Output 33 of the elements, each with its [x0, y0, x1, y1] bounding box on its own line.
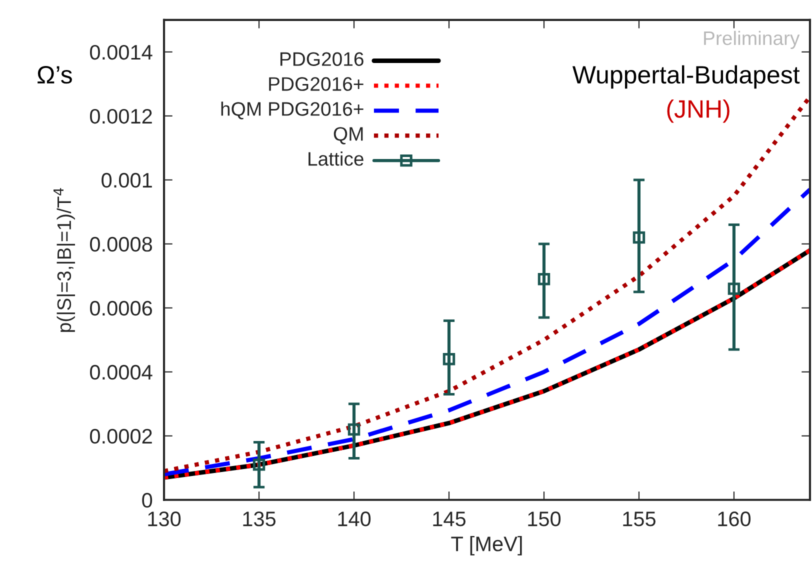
x-tick-label: 145 [433, 512, 466, 526]
x-tick-label: 155 [623, 512, 656, 526]
x-tick-label: 140 [338, 512, 371, 526]
point [252, 458, 266, 471]
x-tick-label: 135 [243, 512, 276, 526]
annotation: (JNH) [667, 100, 730, 123]
legend-label: QM [334, 127, 363, 144]
x-axis-title: T [MeV] [451, 536, 522, 556]
legend-label: Lattice [308, 152, 364, 166]
x-tick-label: 130 [148, 512, 181, 526]
annotation: Preliminary [704, 30, 800, 49]
y-tick-label: 0.0002 [90, 428, 152, 444]
y-tick-label: 0.0008 [90, 236, 152, 252]
legend-label: hQM PDG2016+ [221, 102, 364, 120]
point [442, 352, 456, 366]
y-tick-label: 0.0014 [90, 44, 152, 60]
point [348, 423, 360, 436]
text: Ω’s [38, 66, 72, 84]
y-tick-label: 0.001 [102, 172, 152, 188]
line-series [164, 187, 810, 476]
annotation: Wuppertal-Budapest [572, 65, 800, 89]
point [632, 231, 646, 244]
point [538, 273, 550, 286]
point [728, 282, 740, 295]
y-tick-label: 0.0004 [90, 364, 152, 380]
y-tick-label: 0.0012 [90, 108, 152, 124]
x-tick-label: 150 [528, 512, 561, 526]
legend-label: PDG2016 [280, 52, 364, 66]
y-tick-label: 0.0006 [90, 300, 152, 316]
legend-label: PDG2016+ [269, 77, 364, 91]
y-axis-title: p(|S|=3,|B|=1)/T$^{4}$ [54, 188, 76, 332]
y-tick-label: 0 [142, 492, 152, 508]
x-tick-label: 160 [718, 512, 751, 526]
